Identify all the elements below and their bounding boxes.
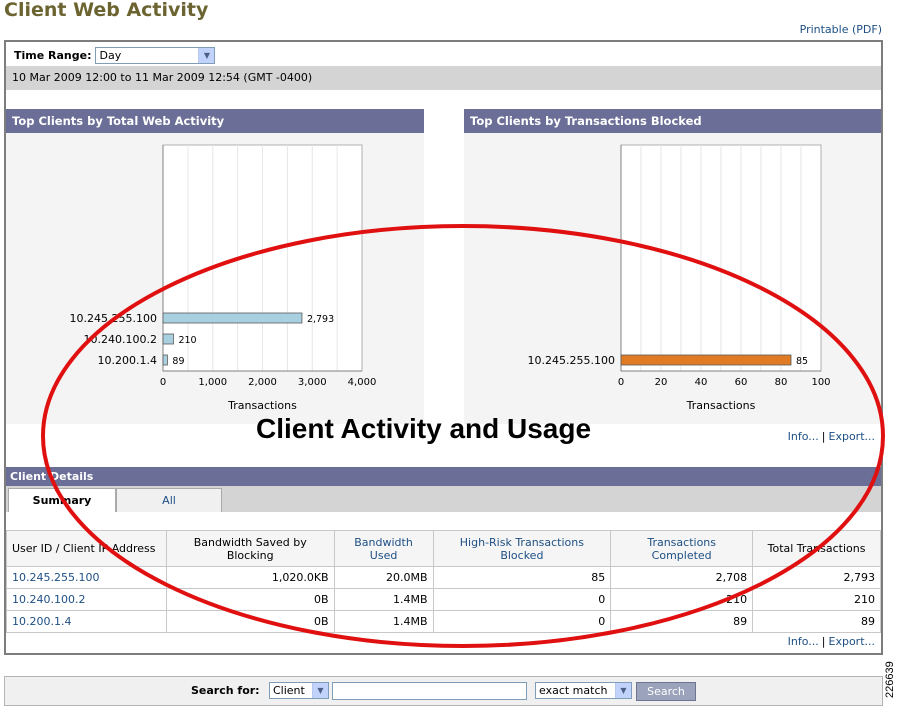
tab-all[interactable]: All (116, 488, 222, 512)
table-cell: 210 (610, 588, 754, 611)
table-cell: 210 (752, 588, 881, 611)
search-label: Search for: (191, 684, 260, 697)
chart-panel-total-activity: Top Clients by Total Web Activity 0 1,000… (6, 109, 424, 424)
charts-info-link[interactable]: Info... (787, 430, 819, 443)
time-range-value: Day (99, 48, 122, 62)
column-header-user-id[interactable]: User ID / Client IP Address (6, 530, 167, 567)
client-details-header: Client Details (6, 467, 881, 486)
time-range-select[interactable]: Day ▼ (95, 46, 216, 64)
table-row: 10.240.100.2 0B 1.4MB 0 210 210 (6, 588, 881, 611)
column-header-total-transactions[interactable]: Total Transactions (752, 530, 881, 567)
data-label: 89 (172, 356, 184, 367)
x-tick-label: 40 (695, 377, 708, 388)
table-links: Info... | Export... (788, 635, 875, 648)
table-cell: 0B (165, 588, 335, 611)
x-tick-label: 0 (160, 377, 166, 388)
x-tick-label: 20 (655, 377, 668, 388)
chart-title: Top Clients by Transactions Blocked (464, 109, 881, 133)
bar-chart-total-activity: 0 1,000 2,000 3,000 4,000 Transactions 10.245.… (70, 144, 377, 412)
table-cell: 0 (432, 588, 612, 611)
bar (162, 333, 174, 345)
bar (162, 312, 303, 324)
table-cell: 1.4MB (333, 610, 434, 633)
time-range-label: Time Range: (14, 48, 92, 62)
category-label: 10.245.255.100 (528, 354, 615, 367)
bar (620, 354, 792, 366)
x-tick-label: 2,000 (248, 377, 277, 388)
search-type-select[interactable]: Client ▼ (269, 682, 329, 699)
table-row: 10.200.1.4 0B 1.4MB 0 89 89 (6, 610, 881, 633)
charts-export-link[interactable]: Export... (828, 430, 876, 443)
search-type-value: Client (273, 684, 305, 697)
chart-links: Info... | Export... (788, 430, 875, 443)
match-type-value: exact match (539, 684, 608, 697)
time-range-row: Time Range: Day ▼ (14, 45, 216, 65)
table-cell: 1,020.0KB (165, 566, 335, 589)
table-cell: 20.0MB (333, 566, 434, 589)
chart-panel-transactions-blocked: Top Clients by Transactions Blocked 0 20 4… (464, 109, 881, 424)
search-bar: Search for: Client ▼ exact match ▼ Searc… (4, 676, 883, 706)
search-button[interactable]: Search (636, 682, 696, 701)
category-label: 10.240.100.2 (84, 333, 157, 346)
client-ip-link[interactable]: 10.245.255.100 (6, 566, 167, 589)
data-label: 2,793 (307, 314, 334, 325)
x-axis-label: Transactions (227, 399, 297, 412)
column-header-bandwidth-used[interactable]: Bandwidth Used (333, 530, 434, 567)
x-axis-label: Transactions (686, 399, 756, 412)
table-cell: 89 (752, 610, 881, 633)
table-cell: 85 (432, 566, 612, 589)
category-label: 10.200.1.4 (98, 354, 157, 367)
column-header-transactions-completed[interactable]: Transactions Completed (610, 530, 754, 567)
table-cell: 2,793 (752, 566, 881, 589)
bar-chart-transactions-blocked: 0 20 40 60 80 100 Transactions 10.245.255.100 85 (528, 144, 831, 412)
report-panel: Time Range: Day ▼ 10 Mar 2009 12:00 to 1… (4, 40, 883, 655)
x-tick-label: 1,000 (198, 377, 227, 388)
client-details-table: User ID / Client IP Address Bandwidth Sa… (6, 530, 881, 633)
x-tick-label: 100 (811, 377, 830, 388)
column-header-high-risk-blocked[interactable]: High-Risk Transactions Blocked (432, 530, 612, 567)
printable-pdf-link[interactable]: Printable (PDF) (799, 23, 882, 36)
category-label: 10.245.255.100 (70, 312, 157, 325)
data-label: 210 (178, 335, 196, 346)
table-info-link[interactable]: Info... (787, 635, 819, 648)
x-tick-label: 60 (735, 377, 748, 388)
chart-title: Top Clients by Total Web Activity (6, 109, 424, 133)
table-cell: 89 (610, 610, 754, 633)
link-separator: | (821, 430, 826, 443)
tab-summary[interactable]: Summary (8, 488, 116, 512)
bar (162, 354, 168, 366)
table-cell: 1.4MB (333, 588, 434, 611)
table-row: 10.245.255.100 1,020.0KB 20.0MB 85 2,708… (6, 566, 881, 589)
x-tick-label: 3,000 (298, 377, 327, 388)
column-header-bandwidth-saved[interactable]: Bandwidth Saved by Blocking (165, 530, 335, 567)
table-export-link[interactable]: Export... (828, 635, 876, 648)
table-cell: 0 (432, 610, 612, 633)
table-cell: 2,708 (610, 566, 754, 589)
x-tick-label: 4,000 (348, 377, 377, 388)
page-title: Client Web Activity (4, 0, 209, 21)
chevron-down-icon: ▼ (312, 683, 328, 698)
search-input[interactable] (332, 682, 527, 700)
chevron-down-icon: ▼ (198, 47, 215, 63)
details-tabs: Summary All (6, 486, 881, 512)
client-ip-link[interactable]: 10.240.100.2 (6, 588, 167, 611)
chevron-down-icon: ▼ (615, 683, 631, 698)
data-label: 85 (796, 356, 808, 367)
match-type-select[interactable]: exact match ▼ (535, 682, 632, 699)
x-tick-label: 0 (618, 377, 624, 388)
link-separator: | (821, 635, 826, 648)
callout-label: Client Activity and Usage (256, 413, 592, 444)
table-cell: 0B (165, 610, 335, 633)
client-ip-link[interactable]: 10.200.1.4 (6, 610, 167, 633)
figure-number: 226639 (884, 661, 896, 698)
x-tick-label: 80 (775, 377, 788, 388)
date-range-text: 10 Mar 2009 12:00 to 11 Mar 2009 12:54 (… (6, 66, 881, 90)
